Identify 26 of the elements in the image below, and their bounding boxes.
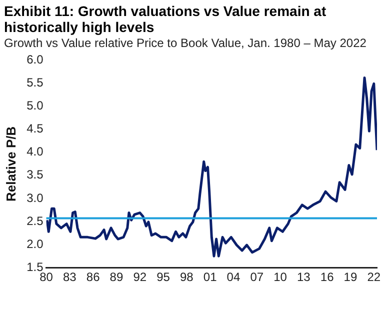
chart-title: Exhibit 11: Growth valuations vs Value remain at historically high levels (3, 2, 328, 35)
x-tick-label: 22 (367, 270, 381, 284)
y-tick-label: 2.0 (26, 236, 44, 251)
x-tick-label: 01 (203, 270, 218, 284)
x-tick-label: 86 (86, 270, 100, 284)
chart-subtitle: Growth vs Value relative Price to Book Value, Jan. 1980 – May 2022 (3, 35, 368, 50)
y-tick-label: 4.5 (26, 122, 44, 136)
y-tick-label: 3.5 (26, 168, 44, 182)
x-tick-label: 10 (274, 270, 288, 284)
y-axis-title: Relative P/B (3, 126, 18, 202)
y-tick-label: 3.0 (26, 190, 44, 205)
y-tick-label: 5.5 (26, 76, 44, 90)
y-tick-label: 5.0 (26, 98, 44, 113)
x-tick-label: 83 (63, 270, 77, 284)
x-tick-label: 19 (344, 270, 358, 284)
y-tick-label: 6.0 (26, 52, 44, 67)
x-tick-label: 07 (250, 270, 264, 284)
x-tick-label: 04 (226, 270, 240, 284)
x-tick-label: 98 (180, 270, 194, 284)
x-tick-label: 13 (297, 270, 311, 284)
x-tick-label: 92 (133, 270, 147, 284)
x-tick-label: 16 (320, 270, 334, 284)
y-tick-label: 4.0 (26, 144, 44, 159)
x-tick-label: 95 (156, 270, 170, 284)
x-tick-label: 89 (110, 270, 124, 284)
y-tick-label: 2.5 (26, 214, 44, 228)
